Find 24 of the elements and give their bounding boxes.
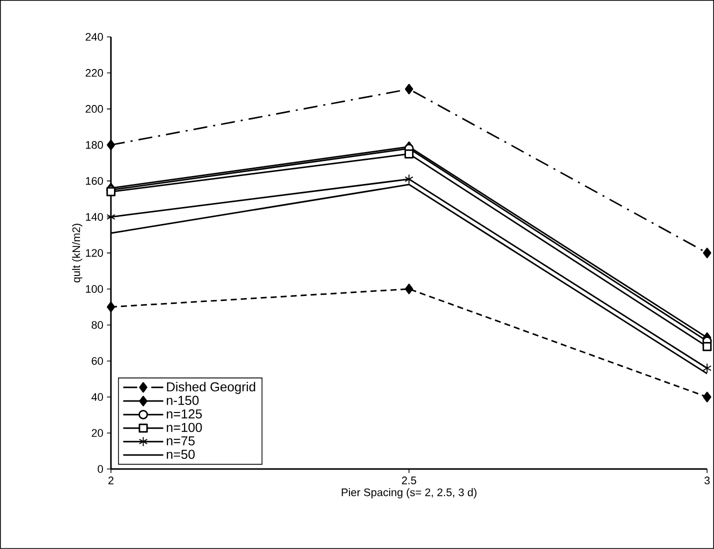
y-tick-label: 240 <box>86 33 103 41</box>
x-tick-label: 2 <box>108 476 114 484</box>
y-tick-label: 20 <box>92 429 103 437</box>
legend-label: n-150 <box>166 396 199 405</box>
x-tick-label: 2.5 <box>402 476 416 484</box>
y-axis-title: qult (kN/m2) <box>72 224 82 282</box>
x-axis-title: Pier Spacing (s= 2, 2.5, 3 d) <box>342 488 476 498</box>
y-tick-label: 100 <box>86 285 103 293</box>
y-tick-label: 80 <box>92 321 103 329</box>
y-tick-label: 40 <box>91 393 103 401</box>
y-tick-label: 120 <box>86 249 103 257</box>
y-tick-label: 0 <box>98 465 103 473</box>
legend-label: Dished Geogrid <box>167 382 256 394</box>
y-tick-label: 200 <box>86 105 103 113</box>
legend-label: n=125 <box>166 409 202 419</box>
legend-label: n=100 <box>166 422 202 432</box>
x-tick-label: 3 <box>704 476 710 484</box>
y-tick-label: 220 <box>86 69 103 77</box>
y-tick-label: 60 <box>92 357 103 365</box>
legend-label: n=75 <box>166 436 195 446</box>
y-tick-label: 180 <box>86 141 103 149</box>
y-tick-label: 160 <box>86 177 103 185</box>
legend-label: n=50 <box>166 450 195 459</box>
y-tick-label: 140 <box>86 213 103 221</box>
